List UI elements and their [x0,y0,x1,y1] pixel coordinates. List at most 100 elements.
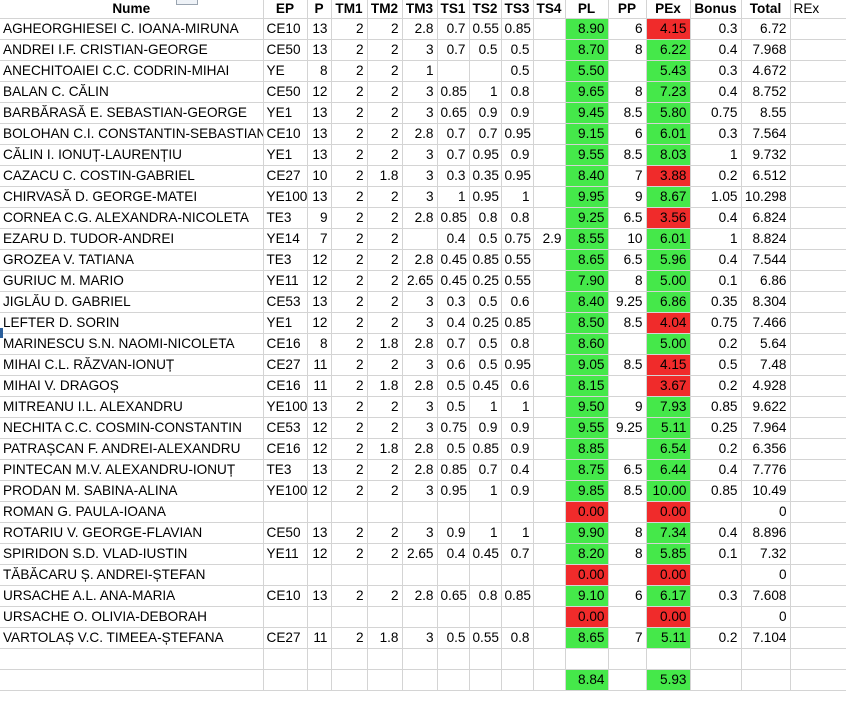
cell-ts1[interactable]: 0.7 [437,123,470,145]
cell-rex[interactable] [790,501,846,523]
cell-ep[interactable]: CE53 [263,417,308,439]
cell-p[interactable]: 10 [307,165,332,187]
cell-ep[interactable]: CE16 [263,333,308,355]
cell-p[interactable]: 13 [307,39,332,61]
cell-tm1[interactable]: 2 [331,627,368,649]
cell-pp[interactable] [608,564,647,586]
cell-ts1[interactable]: 0.65 [437,102,470,124]
cell-name[interactable]: MITREANU I.L. ALEXANDRU [0,396,264,418]
cell-ts4[interactable] [533,333,566,355]
cell-name[interactable]: GROZEA V. TATIANA [0,249,264,271]
cell-pex[interactable]: 6.54 [646,438,691,460]
cell-name[interactable]: SPIRIDON S.D. VLAD-IUSTIN [0,543,264,565]
cell-ts1[interactable]: 0.7 [437,333,470,355]
cell-ts3[interactable]: 0.55 [501,249,534,271]
cell-tm3[interactable]: 1 [402,60,438,82]
cell-pl[interactable]: 8.20 [565,543,609,565]
cell-ts2[interactable]: 0.5 [469,228,502,250]
cell-pl[interactable]: 8.15 [565,375,609,397]
cell-p[interactable]: 13 [307,396,332,418]
cell-pex[interactable]: 3.56 [646,207,691,229]
cell-pl[interactable]: 9.65 [565,81,609,103]
cell-tm1[interactable]: 2 [331,165,368,187]
cell-p[interactable]: 11 [307,627,332,649]
cell-pp[interactable] [608,669,647,691]
cell-rex[interactable] [790,144,846,166]
cell-ts1[interactable]: 0.6 [437,354,470,376]
cell-tm1[interactable]: 2 [331,312,368,334]
cell-pp[interactable]: 8 [608,543,647,565]
cell-pex[interactable]: 5.11 [646,417,691,439]
cell-p[interactable]: 11 [307,354,332,376]
cell-name[interactable]: EZARU D. TUDOR-ANDREI [0,228,264,250]
cell-tm3[interactable]: 3 [402,396,438,418]
header-pl[interactable]: PL [565,0,609,19]
cell-ep[interactable]: TE3 [263,207,308,229]
cell-tm3[interactable]: 3 [402,102,438,124]
cell-tm1[interactable]: 2 [331,249,368,271]
cell-pex[interactable]: 3.67 [646,375,691,397]
cell-ep[interactable]: TE3 [263,249,308,271]
cell-total[interactable]: 0 [741,501,791,523]
cell-ts3[interactable]: 0.55 [501,270,534,292]
cell-pp[interactable] [608,375,647,397]
cell-rex[interactable] [790,186,846,208]
cell-total[interactable]: 8.896 [741,522,791,544]
cell-pp[interactable]: 8.5 [608,144,647,166]
cell-ts2[interactable]: 0.95 [469,186,502,208]
cell-p[interactable]: 8 [307,60,332,82]
cell-ep[interactable]: CE27 [263,354,308,376]
cell-total[interactable]: 7.564 [741,123,791,145]
cell-tm3[interactable]: 2.8 [402,333,438,355]
cell-name[interactable]: PRODAN M. SABINA-ALINA [0,480,264,502]
cell-p[interactable]: 13 [307,102,332,124]
cell-tm2[interactable]: 2 [367,123,403,145]
cell-pl[interactable]: 9.90 [565,522,609,544]
cell-bonus[interactable]: 0.2 [690,375,742,397]
cell-total[interactable]: 8.55 [741,102,791,124]
cell-pp[interactable]: 6.5 [608,207,647,229]
cell-ep[interactable]: YE14 [263,228,308,250]
cell-bonus[interactable] [690,501,742,523]
cell-rex[interactable] [790,459,846,481]
cell-ts3[interactable] [501,564,534,586]
cell-rex[interactable] [790,648,846,670]
cell-p[interactable]: 12 [307,438,332,460]
cell-ts1[interactable]: 0.5 [437,438,470,460]
cell-ts1[interactable]: 0.85 [437,459,470,481]
cell-pl[interactable]: 8.70 [565,39,609,61]
cell-ep[interactable]: YE100 [263,186,308,208]
cell-tm2[interactable]: 1.8 [367,375,403,397]
cell-ts2[interactable]: 1 [469,480,502,502]
cell-pl[interactable]: 0.00 [565,564,609,586]
cell-ep[interactable]: YE1 [263,312,308,334]
cell-ep[interactable]: CE16 [263,438,308,460]
cell-name[interactable]: JIGLĂU D. GABRIEL [0,291,264,313]
cell-ts3[interactable]: 0.95 [501,354,534,376]
cell-tm1[interactable] [331,564,368,586]
cell-pex[interactable]: 6.01 [646,228,691,250]
cell-ts1[interactable]: 0.5 [437,375,470,397]
cell-pl[interactable]: 8.40 [565,165,609,187]
cell-ts2[interactable]: 0.8 [469,585,502,607]
cell-ts4[interactable] [533,543,566,565]
cell-pex[interactable]: 0.00 [646,501,691,523]
cell-rex[interactable] [790,249,846,271]
cell-tm3[interactable]: 3 [402,165,438,187]
cell-ep[interactable]: CE10 [263,585,308,607]
cell-rex[interactable] [790,438,846,460]
cell-tm1[interactable]: 2 [331,123,368,145]
cell-tm1[interactable]: 2 [331,459,368,481]
cell-pl[interactable]: 8.50 [565,312,609,334]
cell-ts2[interactable]: 1 [469,396,502,418]
cell-ts1[interactable]: 0.85 [437,207,470,229]
cell-total[interactable]: 5.64 [741,333,791,355]
cell-bonus[interactable]: 0.1 [690,543,742,565]
cell-bonus[interactable]: 0.4 [690,249,742,271]
cell-ts1[interactable]: 0.7 [437,144,470,166]
header-ts1[interactable]: TS1 [437,0,470,19]
cell-ep[interactable]: TE3 [263,459,308,481]
cell-name[interactable]: PATRAȘCAN F. ANDREI-ALEXANDRU [0,438,264,460]
cell-bonus[interactable]: 0.2 [690,627,742,649]
cell-pex[interactable]: 4.15 [646,354,691,376]
